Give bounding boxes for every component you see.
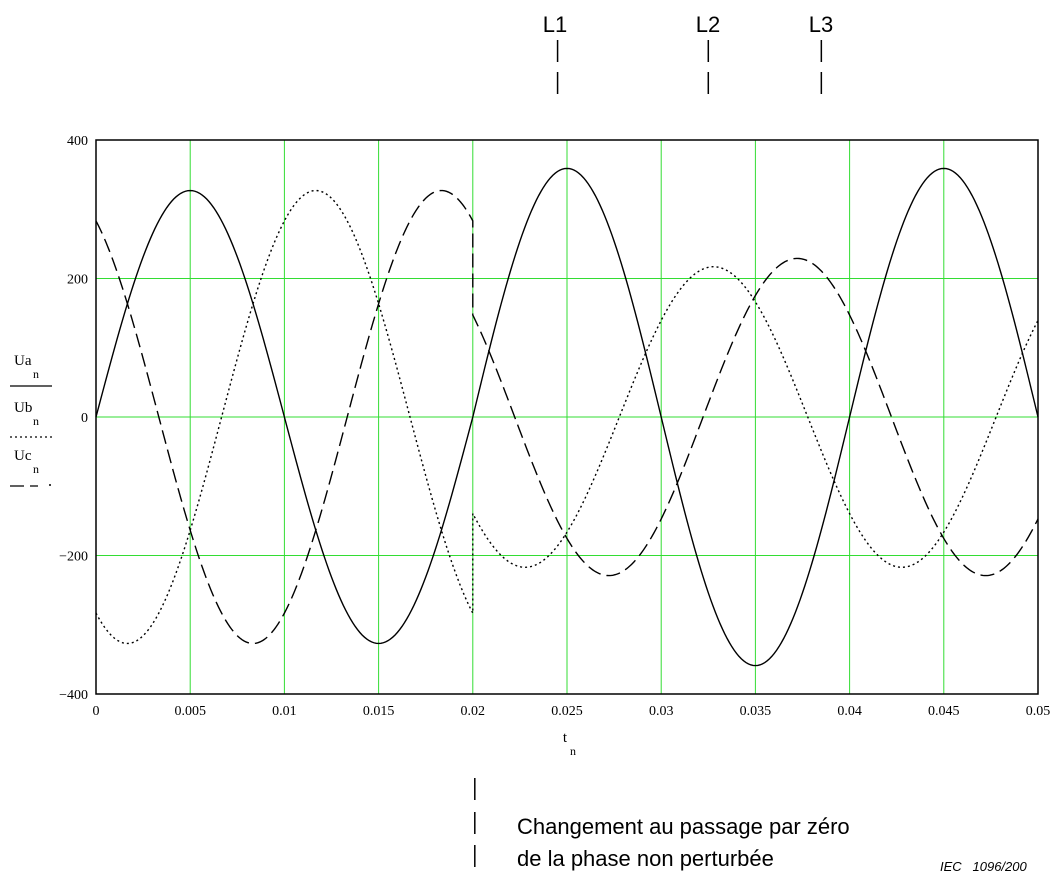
annotation-line1: Changement au passage par zéro <box>517 814 850 839</box>
series-line-dashed <box>95 189 1039 645</box>
tick-labels: 0 0.005 0.01 0.015 0.02 0.025 0.03 0.035 0.04 0.0… <box>59 134 1050 719</box>
x-tick-label: 0 <box>93 704 100 719</box>
y-label-ua: Ua <box>14 353 32 369</box>
y-legend-dot <box>49 484 51 486</box>
series-line-dotted <box>95 189 1039 645</box>
plot-frame <box>95 139 1039 695</box>
annotation: Changement au passage par zéro de la pha… <box>474 778 850 871</box>
x-axis-label-sub: n <box>570 744 576 758</box>
y-tick-label: 400 <box>67 134 88 149</box>
credit-label: IEC 1096/200 <box>940 859 1027 874</box>
y-label-uc: Uc <box>14 448 32 464</box>
phase-label-l1: L1 <box>543 12 567 37</box>
phase-label-l3: L3 <box>809 12 833 37</box>
annotation-line2: de la phase non perturbée <box>517 846 774 871</box>
x-tick-label: 0.04 <box>837 704 862 719</box>
x-tick-label: 0.03 <box>649 704 674 719</box>
x-tick-label: 0.015 <box>363 704 395 719</box>
y-tick-label: −200 <box>59 550 88 565</box>
y-label-uc-sub: n <box>33 462 39 476</box>
y-label-ub: Ub <box>14 400 32 416</box>
x-tick-label: 0.005 <box>174 704 206 719</box>
phase-label-l2: L2 <box>696 12 720 37</box>
y-label-ub-sub: n <box>33 414 39 428</box>
x-tick-label: 0.025 <box>551 704 583 719</box>
x-tick-label: 0.045 <box>928 704 960 719</box>
series-line-solid <box>95 167 1039 667</box>
x-tick-label: 0.035 <box>740 704 772 719</box>
y-tick-label: 0 <box>81 411 88 426</box>
y-tick-label: 200 <box>67 273 88 288</box>
phase-markers: L1 L2 L3 <box>543 12 833 94</box>
y-tick-label: −400 <box>59 688 88 703</box>
x-tick-label: 0.01 <box>272 704 297 719</box>
y-axis-label: Ua n Ub n Uc n <box>10 353 52 487</box>
y-label-ua-sub: n <box>33 367 39 381</box>
grid <box>96 140 1038 694</box>
x-tick-label: 0.05 <box>1026 704 1051 719</box>
curves <box>95 167 1039 667</box>
x-tick-label: 0.02 <box>461 704 486 719</box>
x-axis-label: t <box>563 730 568 746</box>
